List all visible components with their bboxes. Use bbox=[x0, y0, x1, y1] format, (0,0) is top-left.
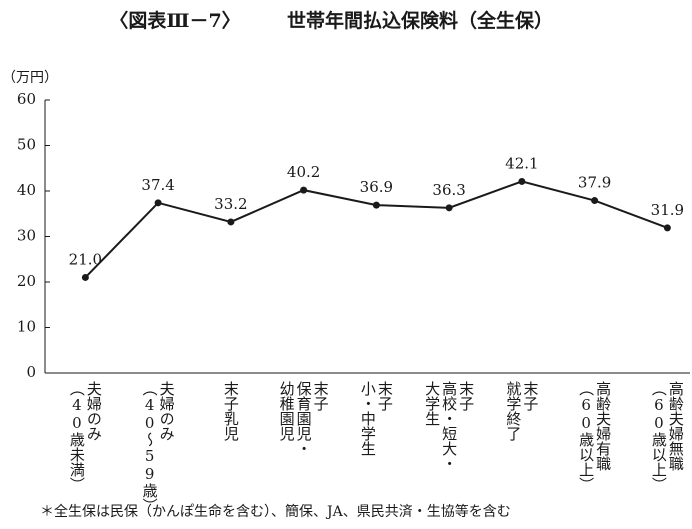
y-tick-label: 0 bbox=[26, 363, 36, 381]
y-tick-label: 40 bbox=[17, 181, 36, 199]
chart-title: 世帯年間払込保険料（全生保） bbox=[287, 9, 553, 32]
value-label: 37.9 bbox=[578, 174, 611, 192]
figure-label: 〈図表Ⅲ－7〉 bbox=[109, 9, 240, 32]
x-tick-label: （60歳以上） bbox=[650, 381, 668, 492]
x-tick-label: 高齢夫婦無職 bbox=[667, 381, 685, 471]
point bbox=[227, 218, 235, 226]
point bbox=[300, 186, 308, 194]
x-tick-label: 末子 bbox=[312, 381, 330, 411]
x-tick-label: 大学生 bbox=[423, 381, 441, 426]
value-label: 33.2 bbox=[214, 195, 247, 213]
y-unit: （万円） bbox=[2, 70, 58, 86]
x-tick-label: 末子 bbox=[376, 381, 394, 411]
x-tick-label: 小・中学生 bbox=[359, 381, 377, 456]
x-tick-label: 末子 bbox=[521, 381, 539, 411]
x-tick-label: 就学終了 bbox=[504, 381, 522, 441]
y-tick-label: 50 bbox=[17, 136, 36, 154]
point bbox=[663, 224, 671, 232]
point bbox=[372, 201, 380, 209]
x-tick-label: 夫婦のみ bbox=[158, 381, 176, 441]
x-tick-label: 保育園児・ bbox=[295, 381, 313, 456]
x-tick-label: 末子 bbox=[457, 381, 475, 411]
x-tick-label: 末子乳児 bbox=[222, 381, 240, 442]
x-tick-label: 高校・短大・ bbox=[440, 381, 458, 471]
x-tick-label: 夫婦のみ bbox=[85, 381, 103, 441]
point bbox=[81, 273, 89, 281]
point bbox=[591, 197, 599, 205]
x-tick-label: （40～59歳） bbox=[141, 381, 159, 513]
value-label: 37.4 bbox=[141, 176, 174, 194]
y-tick-label: 60 bbox=[17, 90, 36, 108]
point bbox=[518, 177, 526, 185]
x-tick-label: （60歳以上） bbox=[577, 381, 595, 492]
value-label: 36.3 bbox=[432, 181, 465, 199]
point bbox=[154, 199, 162, 207]
point bbox=[445, 204, 453, 212]
value-label: 42.1 bbox=[505, 154, 538, 172]
x-tick-label: （40歳未満） bbox=[68, 381, 86, 492]
value-label: 31.9 bbox=[651, 201, 684, 219]
y-tick-label: 30 bbox=[17, 227, 36, 245]
x-tick-label: 高齢夫婦有職 bbox=[594, 381, 612, 471]
value-label: 36.9 bbox=[360, 178, 393, 196]
y-tick-label: 20 bbox=[17, 272, 36, 290]
value-label: 40.2 bbox=[287, 163, 320, 181]
x-tick-label: 幼稚園児 bbox=[278, 381, 296, 442]
y-tick-label: 10 bbox=[17, 318, 36, 336]
value-label: 21.0 bbox=[69, 250, 102, 268]
footnote: ＊全生保は民保（かんぽ生命を含む）、簡保、JA、県民共済・生協等を含む bbox=[40, 503, 511, 520]
